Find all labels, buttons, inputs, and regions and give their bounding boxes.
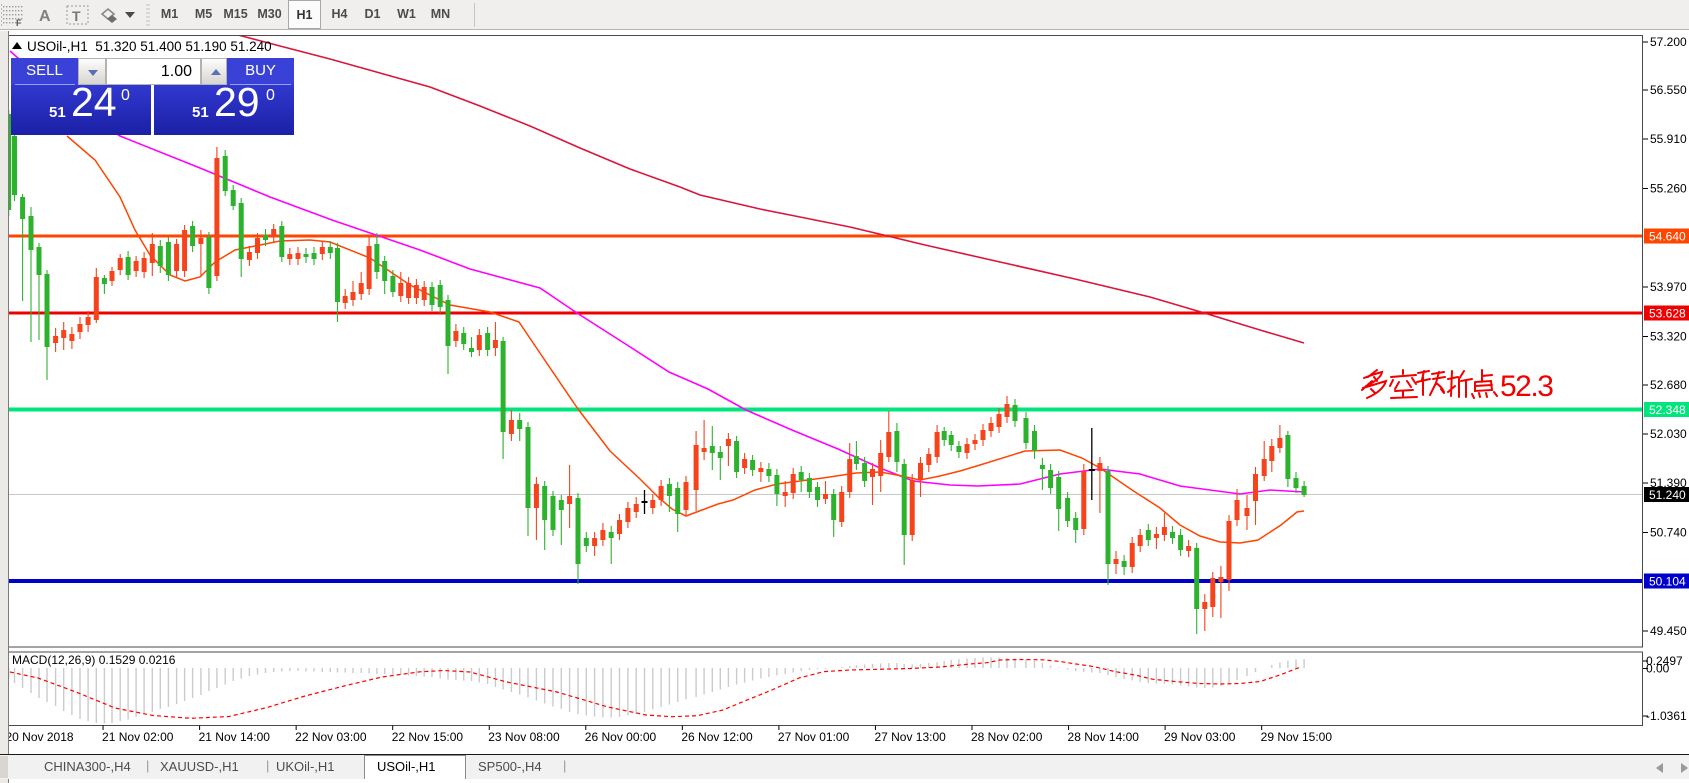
svg-text:54.640: 54.640 — [1649, 230, 1686, 244]
svg-text:57.200: 57.200 — [1650, 35, 1687, 49]
svg-text:F: F — [16, 18, 22, 28]
svg-text:28 Nov 02:00: 28 Nov 02:00 — [971, 730, 1043, 744]
svg-text:22 Nov 03:00: 22 Nov 03:00 — [295, 730, 367, 744]
svg-text:56.550: 56.550 — [1650, 83, 1687, 97]
svg-text:52.348: 52.348 — [1649, 403, 1686, 417]
svg-text:29 Nov 03:00: 29 Nov 03:00 — [1164, 730, 1236, 744]
svg-text:50.104: 50.104 — [1649, 575, 1686, 589]
svg-text:26 Nov 00:00: 26 Nov 00:00 — [585, 730, 657, 744]
svg-text:53.628: 53.628 — [1649, 307, 1686, 321]
svg-text:0.00: 0.00 — [1646, 662, 1670, 676]
svg-text:29 Nov 15:00: 29 Nov 15:00 — [1261, 730, 1333, 744]
svg-text:55.910: 55.910 — [1650, 132, 1687, 146]
svg-text:MACD(12,26,9) 0.1529 0.0216: MACD(12,26,9) 0.1529 0.0216 — [12, 653, 176, 667]
svg-text:52.030: 52.030 — [1650, 427, 1687, 441]
svg-text:49.450: 49.450 — [1650, 624, 1687, 638]
svg-text:21 Nov 14:00: 21 Nov 14:00 — [199, 730, 271, 744]
svg-text:51.390: 51.390 — [1650, 476, 1687, 490]
svg-text:0.2497: 0.2497 — [1646, 654, 1683, 668]
svg-text:27 Nov 01:00: 27 Nov 01:00 — [778, 730, 850, 744]
svg-text:26 Nov 12:00: 26 Nov 12:00 — [681, 730, 753, 744]
svg-text:20 Nov 2018: 20 Nov 2018 — [6, 730, 74, 744]
svg-text:55.260: 55.260 — [1650, 182, 1687, 196]
svg-text:-1.0361: -1.0361 — [1646, 709, 1687, 723]
svg-text:53.970: 53.970 — [1650, 280, 1687, 294]
svg-text:52.680: 52.680 — [1650, 378, 1687, 392]
svg-text:27 Nov 13:00: 27 Nov 13:00 — [874, 730, 946, 744]
svg-text:53.320: 53.320 — [1650, 330, 1687, 344]
svg-text:21 Nov 02:00: 21 Nov 02:00 — [102, 730, 174, 744]
svg-text:51.240: 51.240 — [1649, 488, 1686, 502]
svg-text:22 Nov 15:00: 22 Nov 15:00 — [392, 730, 464, 744]
svg-text:T: T — [72, 8, 81, 24]
svg-text:A: A — [39, 8, 51, 25]
svg-text:USOil-,H1 51.320 51.400 51.19: USOil-,H1 51.320 51.400 51.190 51.240 — [27, 39, 272, 54]
svg-text:50.740: 50.740 — [1650, 526, 1687, 540]
svg-text:28 Nov 14:00: 28 Nov 14:00 — [1068, 730, 1140, 744]
svg-text:23 Nov 08:00: 23 Nov 08:00 — [488, 730, 560, 744]
svg-text:52.3: 52.3 — [1500, 370, 1553, 403]
